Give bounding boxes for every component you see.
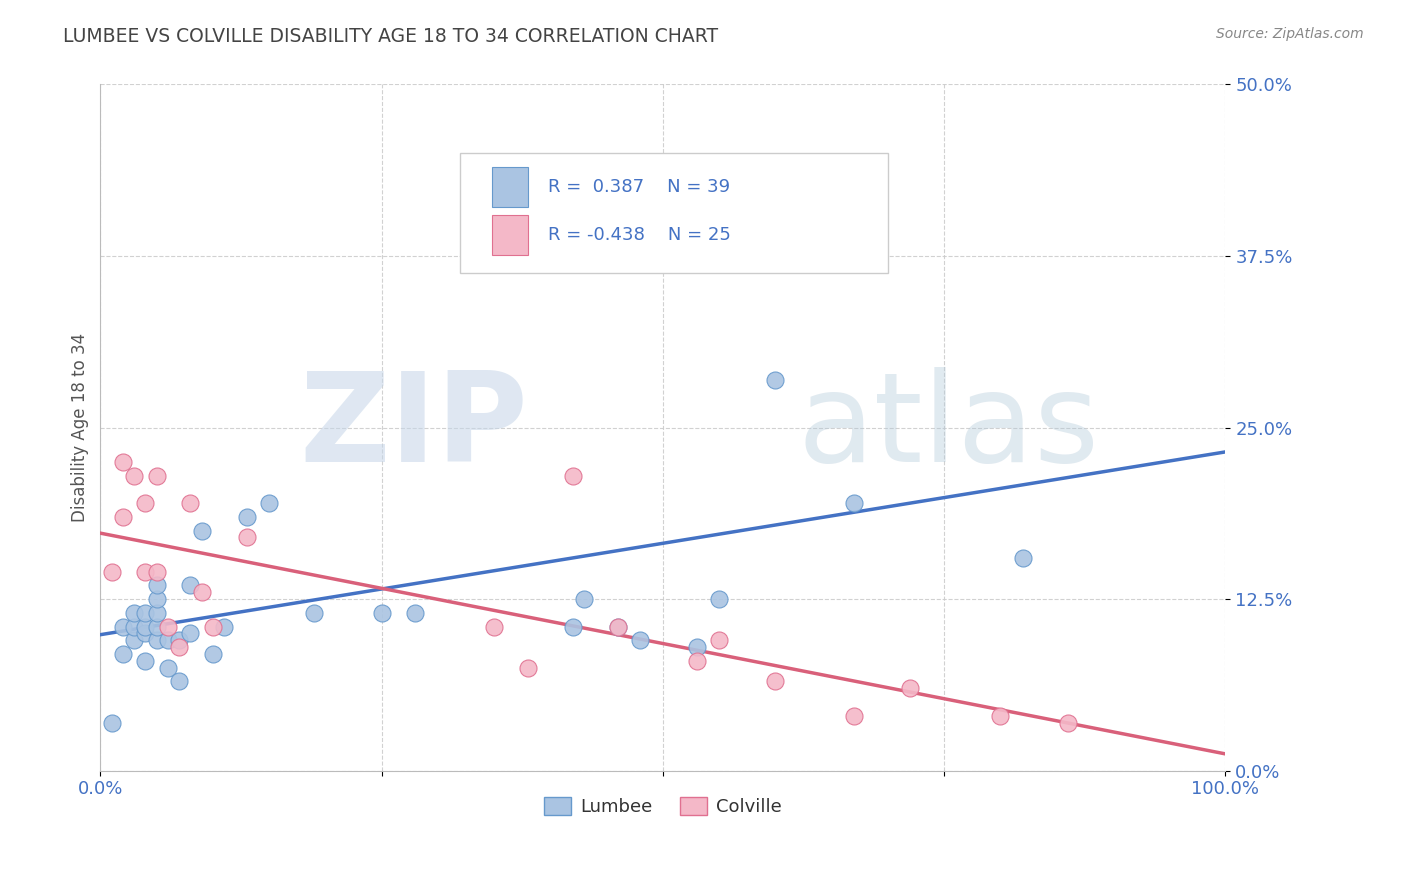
- Text: R = -0.438    N = 25: R = -0.438 N = 25: [548, 226, 731, 244]
- Point: [111, 455, 134, 469]
- Point: [482, 619, 505, 633]
- Point: [201, 619, 224, 633]
- Point: [134, 606, 156, 620]
- Point: [145, 592, 167, 607]
- Point: [134, 565, 156, 579]
- Point: [145, 578, 167, 592]
- Point: [561, 619, 583, 633]
- Point: [100, 715, 122, 730]
- Point: [167, 633, 190, 648]
- Point: [122, 619, 145, 633]
- Point: [179, 578, 201, 592]
- Point: [257, 496, 280, 510]
- Text: ZIP: ZIP: [299, 368, 527, 488]
- Point: [235, 530, 257, 544]
- Point: [134, 626, 156, 640]
- Point: [145, 619, 167, 633]
- Point: [709, 592, 731, 607]
- Point: [606, 619, 628, 633]
- Point: [134, 496, 156, 510]
- Point: [122, 606, 145, 620]
- Point: [134, 619, 156, 633]
- Point: [167, 674, 190, 689]
- Point: [201, 647, 224, 661]
- Point: [990, 708, 1012, 723]
- Point: [179, 626, 201, 640]
- Point: [685, 640, 707, 655]
- Point: [190, 524, 212, 538]
- Text: Source: ZipAtlas.com: Source: ZipAtlas.com: [1216, 27, 1364, 41]
- Point: [900, 681, 922, 696]
- Point: [122, 468, 145, 483]
- Point: [709, 633, 731, 648]
- FancyBboxPatch shape: [460, 153, 889, 273]
- Y-axis label: Disability Age 18 to 34: Disability Age 18 to 34: [72, 333, 89, 522]
- Point: [134, 654, 156, 668]
- Point: [370, 606, 392, 620]
- Point: [572, 592, 595, 607]
- Point: [404, 606, 426, 620]
- Point: [606, 619, 628, 633]
- Point: [100, 565, 122, 579]
- Point: [145, 606, 167, 620]
- Point: [156, 661, 179, 675]
- Point: [617, 160, 640, 174]
- Point: [561, 468, 583, 483]
- Point: [1057, 715, 1080, 730]
- Point: [111, 647, 134, 661]
- Point: [145, 468, 167, 483]
- Legend: Lumbee, Colville: Lumbee, Colville: [537, 789, 789, 823]
- Point: [1012, 551, 1035, 566]
- Point: [145, 565, 167, 579]
- Point: [179, 496, 201, 510]
- Point: [765, 674, 787, 689]
- Point: [111, 509, 134, 524]
- FancyBboxPatch shape: [492, 215, 527, 254]
- Point: [235, 509, 257, 524]
- Point: [302, 606, 325, 620]
- Point: [156, 619, 179, 633]
- FancyBboxPatch shape: [492, 167, 527, 207]
- Point: [190, 585, 212, 599]
- Text: atlas: atlas: [799, 368, 1099, 488]
- Point: [685, 654, 707, 668]
- Point: [122, 633, 145, 648]
- Point: [145, 633, 167, 648]
- Point: [156, 633, 179, 648]
- Point: [844, 708, 866, 723]
- Point: [212, 619, 235, 633]
- Point: [844, 496, 866, 510]
- Text: R =  0.387    N = 39: R = 0.387 N = 39: [548, 178, 730, 195]
- Point: [111, 619, 134, 633]
- Text: LUMBEE VS COLVILLE DISABILITY AGE 18 TO 34 CORRELATION CHART: LUMBEE VS COLVILLE DISABILITY AGE 18 TO …: [63, 27, 718, 45]
- Point: [628, 633, 651, 648]
- Point: [765, 372, 787, 386]
- Point: [167, 640, 190, 655]
- Point: [516, 661, 538, 675]
